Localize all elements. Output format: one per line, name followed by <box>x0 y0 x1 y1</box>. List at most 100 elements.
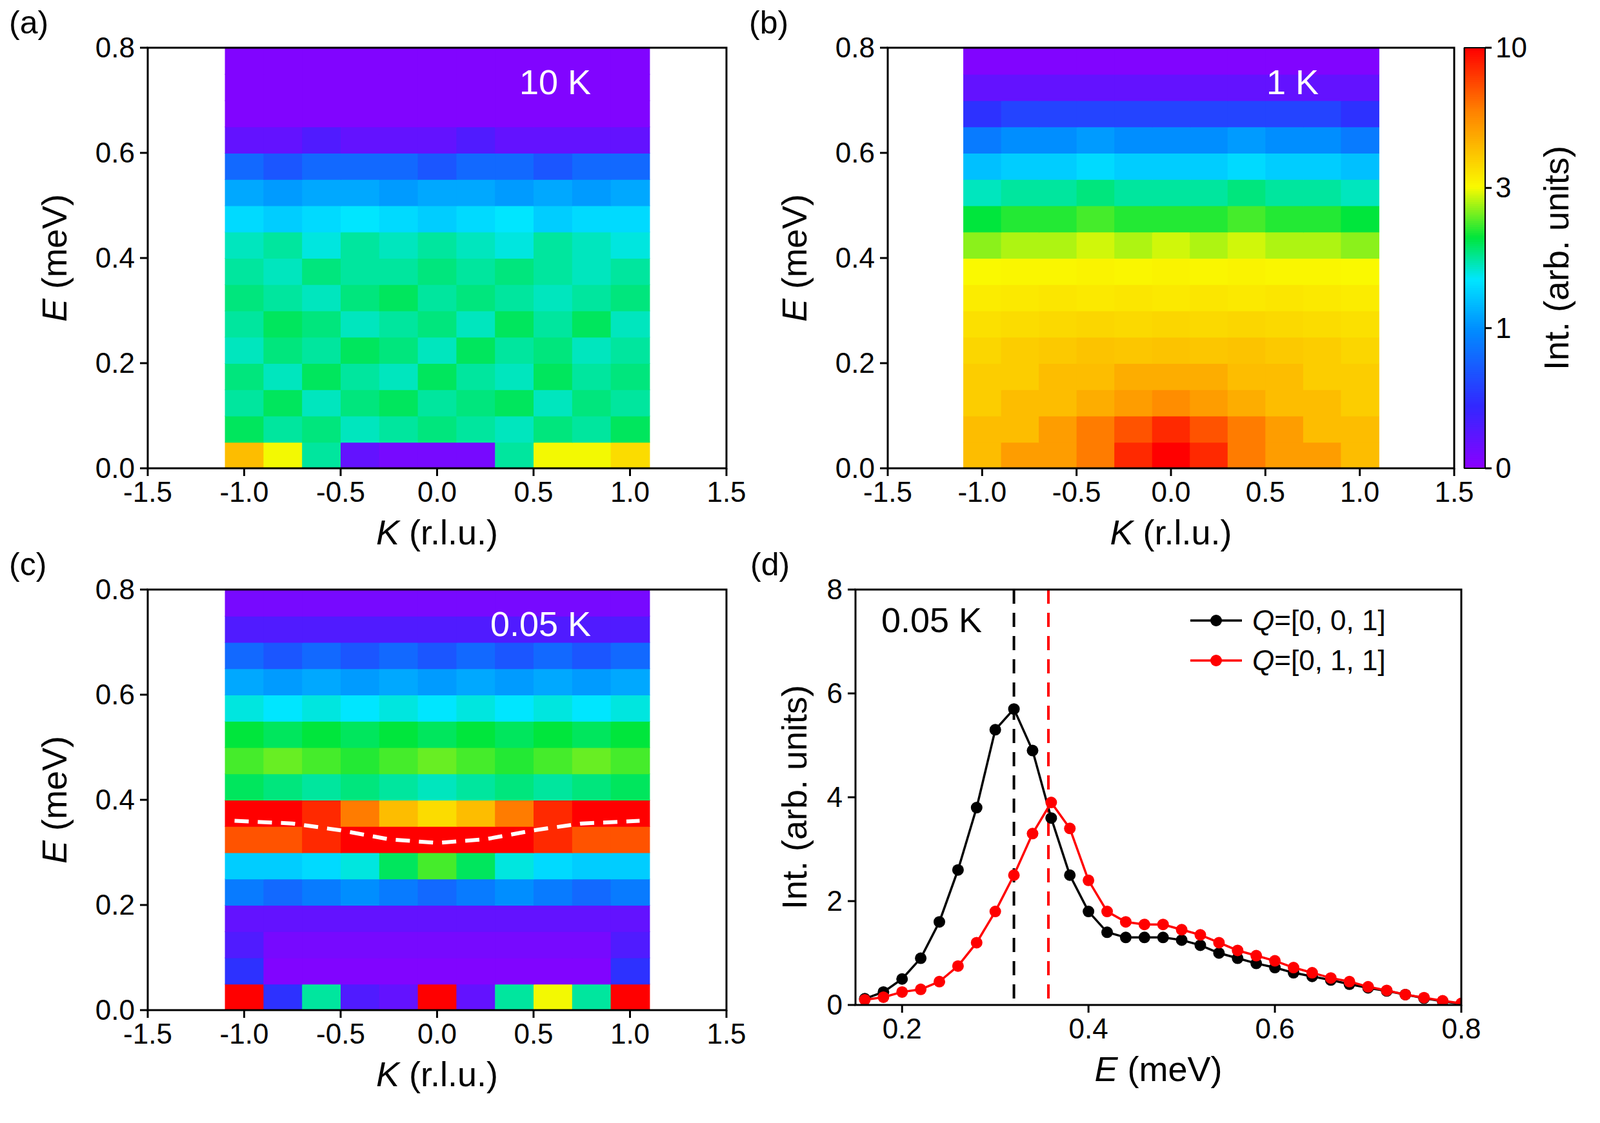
data-point <box>989 723 1002 736</box>
x-tick-label: 1.5 <box>706 1018 746 1050</box>
x-tick <box>147 468 150 477</box>
heatmap-cell <box>1189 179 1229 207</box>
heatmap-cell <box>1265 284 1304 312</box>
heatmap-cell <box>418 747 458 775</box>
heatmap-cell <box>533 441 573 469</box>
heatmap-cell <box>1038 205 1078 233</box>
heatmap-cell <box>418 642 458 670</box>
heatmap-cell <box>610 389 651 417</box>
heatmap-cell <box>533 284 573 312</box>
heatmap-cell <box>225 100 265 128</box>
heatmap-cell <box>1038 126 1078 154</box>
heatmap-cell <box>225 983 265 1011</box>
heatmap-cell <box>1189 441 1229 469</box>
heatmap-cell <box>379 694 419 722</box>
heatmap-cell <box>418 773 458 801</box>
heatmap-cell <box>1076 389 1116 417</box>
y-tick <box>880 47 888 50</box>
heatmap-cell <box>1076 231 1116 259</box>
heatmap-cell <box>225 642 265 670</box>
heatmap-cell <box>340 416 380 444</box>
x-tick-label: -1.0 <box>220 1018 270 1050</box>
heatmap-cell <box>418 126 458 154</box>
y-tick <box>847 1004 856 1007</box>
heatmap-cell <box>456 126 496 154</box>
heatmap-cell <box>379 74 419 102</box>
heatmap-cell <box>610 441 651 469</box>
heatmap-cell <box>1189 205 1229 233</box>
heatmap-cell <box>456 983 496 1011</box>
y-tick <box>880 257 888 260</box>
heatmap-cell <box>1076 284 1116 312</box>
heatmap-cell <box>572 773 612 801</box>
heatmap-cell <box>379 126 419 154</box>
x-tick-label: 1.5 <box>706 476 746 508</box>
heatmap-cell <box>263 179 303 207</box>
heatmap-cell <box>263 931 303 959</box>
heatmap-cell <box>1152 336 1191 364</box>
heatmap-cell <box>301 905 342 933</box>
heatmap-cell <box>456 284 496 312</box>
heatmap-cell <box>418 878 458 906</box>
heatmap-cell <box>263 826 303 854</box>
y-tick-label: 0.0 <box>95 994 135 1026</box>
heatmap-cell <box>1227 310 1267 339</box>
heatmap-cell <box>456 668 496 696</box>
data-point <box>914 983 927 996</box>
heatmap-cell <box>1340 47 1380 75</box>
series-line <box>864 802 1462 1004</box>
heatmap-cell <box>263 389 303 417</box>
heatmap-cell <box>963 336 1002 364</box>
heatmap-cell <box>1227 126 1267 154</box>
heatmap-cell <box>379 205 419 233</box>
heatmap-cell <box>418 363 458 391</box>
y-tick-label: 2 <box>827 885 843 917</box>
heatmap-cell <box>340 931 380 959</box>
heatmap-cell <box>1114 47 1153 75</box>
heatmap-cell <box>1076 416 1116 444</box>
heatmap-cell <box>494 773 535 801</box>
heatmap-cell <box>225 826 265 854</box>
heatmap-cell <box>1265 310 1304 339</box>
heatmap-cell <box>418 852 458 880</box>
heatmap-cell <box>494 363 535 391</box>
heatmap-cell <box>1038 310 1078 339</box>
x-axis-title: K (r.l.u.) <box>1109 512 1232 552</box>
y-tick-label: 0.0 <box>835 452 875 484</box>
heatmap-cell <box>1303 284 1342 312</box>
heatmap-cell <box>456 747 496 775</box>
colorbar-tick <box>1485 187 1492 190</box>
heatmap-cell <box>340 983 380 1011</box>
heatmap-cell <box>494 231 535 259</box>
heatmap-cell <box>610 852 651 880</box>
heatmap-cell <box>963 179 1002 207</box>
heatmap-cell <box>456 231 496 259</box>
heatmap-cell <box>494 668 535 696</box>
heatmap-cell <box>225 47 265 75</box>
heatmap-cell <box>340 852 380 880</box>
heatmap-cell <box>301 642 342 670</box>
heatmap-cell <box>263 589 303 617</box>
heatmap-cell <box>379 47 419 75</box>
heatmap-cell <box>610 284 651 312</box>
x-tick <box>243 468 246 477</box>
y-tick-label: 8 <box>827 573 843 606</box>
heatmap-cell <box>301 179 342 207</box>
heatmap-cell <box>1152 416 1191 444</box>
heatmap-cell <box>301 694 342 722</box>
colorbar-tick-label: 10 <box>1495 31 1528 64</box>
heatmap-cell <box>456 258 496 286</box>
legend-marker <box>1210 654 1222 667</box>
y-tick <box>140 904 148 907</box>
heatmap-cell <box>494 983 535 1011</box>
heatmap-cell <box>1076 363 1116 391</box>
heatmap-cell <box>418 179 458 207</box>
x-tick-label: -0.5 <box>316 1018 366 1050</box>
colorbar-tick-label: 3 <box>1495 171 1511 204</box>
heatmap-cell <box>225 616 265 644</box>
y-tick-label: 0.8 <box>95 573 135 606</box>
x-tick <box>629 468 631 477</box>
heatmap-cell <box>1227 363 1267 391</box>
heatmap-cell <box>572 205 612 233</box>
heatmap-cell <box>1114 74 1153 102</box>
